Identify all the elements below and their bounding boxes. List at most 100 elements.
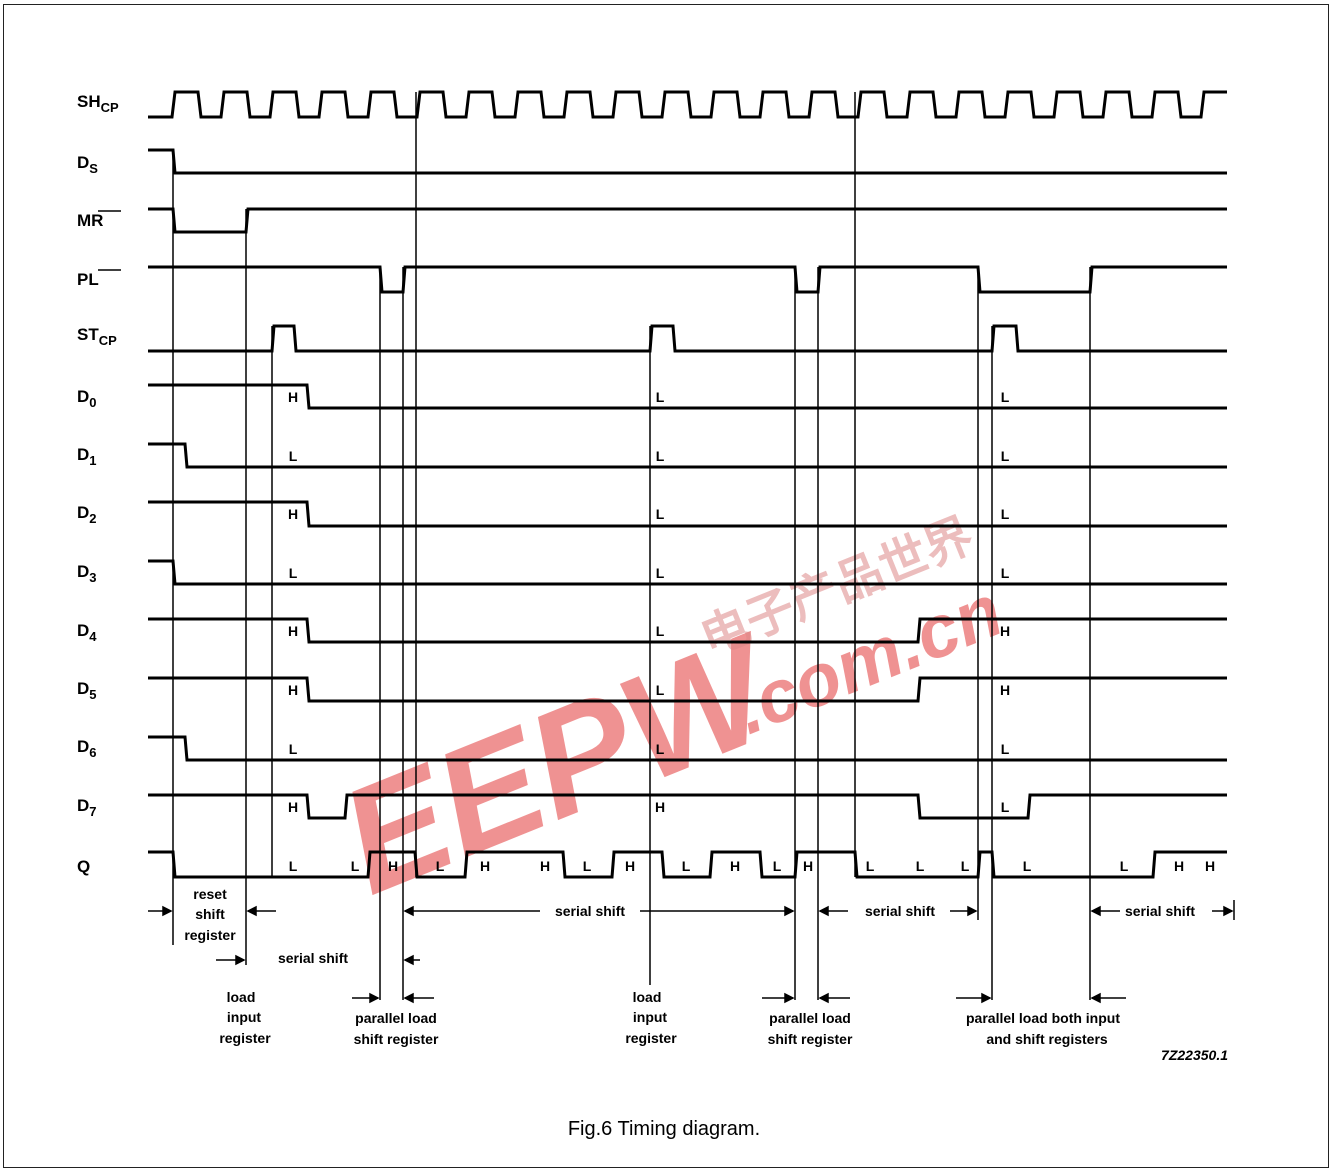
wave-q (148, 850, 1227, 879)
reset-label-3: register (184, 927, 236, 943)
load-input-1-a: load (227, 989, 256, 1005)
label-d6: D6 (77, 737, 97, 760)
wave-ds (148, 148, 1227, 175)
label-stcp: STCP (77, 325, 117, 348)
signal-labels: SHCP DS MR PL STCP D0 D1 D2 D3 D4 D5 D6 D7 Q (77, 92, 121, 876)
level-q-4: H (480, 858, 490, 874)
arrow-pl2-left-head (784, 992, 795, 1004)
level-d1-0: L (289, 448, 298, 464)
arrow-serial3-right-head (967, 905, 978, 917)
level-q-3: L (436, 858, 445, 874)
wave-stcp (148, 324, 1227, 353)
reset-label-1: reset (193, 886, 227, 902)
level-d1-2: L (1001, 448, 1010, 464)
label-d5: D5 (77, 679, 97, 702)
arrow-serial1-right-head (403, 954, 414, 966)
level-q-8: L (682, 858, 691, 874)
parallel-load-both-a: parallel load both input (966, 1010, 1120, 1026)
level-d3-1: L (656, 565, 665, 581)
parallel-load-2-a: parallel load (769, 1010, 851, 1026)
arrow-serial2-left-tip-head (403, 905, 414, 917)
serial-shift-label-4: serial shift (1125, 903, 1195, 919)
level-d2-2: L (1001, 506, 1010, 522)
label-d3: D3 (77, 562, 97, 585)
serial-shift-label-3: serial shift (865, 903, 935, 919)
arrow-reset-right-head (246, 905, 257, 917)
level-q-7: H (625, 858, 635, 874)
wave-d0 (148, 383, 1227, 410)
arrow-pl1-right-head (403, 992, 414, 1004)
wave-d1 (148, 442, 1227, 469)
parallel-load-both-b: and shift registers (986, 1031, 1108, 1047)
level-d6-1: L (656, 741, 665, 757)
level-d0-1: L (656, 389, 665, 405)
wave-shcp (148, 90, 1227, 119)
level-d5-1: L (656, 682, 665, 698)
level-q-13: L (916, 858, 925, 874)
level-q-16: L (1120, 858, 1129, 874)
level-d1-1: L (656, 448, 665, 464)
level-d5-0: H (288, 682, 298, 698)
level-q-5: H (540, 858, 550, 874)
level-q-9: H (730, 858, 740, 874)
level-d6-0: L (289, 741, 298, 757)
level-d3-2: L (1001, 565, 1010, 581)
label-q: Q (77, 857, 90, 876)
level-d2-1: L (656, 506, 665, 522)
arrow-serial3-left-head (818, 905, 829, 917)
label-shcp: SHCP (77, 92, 119, 115)
label-d1: D1 (77, 445, 97, 468)
level-q-12: L (866, 858, 875, 874)
level-d6-2: L (1001, 741, 1010, 757)
arrow-both-right-head (1090, 992, 1101, 1004)
arrow-load1-head (235, 954, 246, 966)
label-d4: D4 (77, 621, 97, 644)
reset-label-2: shift (195, 906, 225, 922)
parallel-load-2-b: shift register (768, 1031, 853, 1047)
level-d0-0: H (288, 389, 298, 405)
arrow-serial2-right-head (784, 905, 795, 917)
load-input-1-b: input (227, 1009, 262, 1025)
level-d4-2: H (1000, 623, 1010, 639)
label-ds: DS (77, 153, 98, 176)
arrow-serial4-right-head (1223, 905, 1234, 917)
level-q-17: H (1174, 858, 1184, 874)
level-q-18: H (1205, 858, 1215, 874)
wave-pl (148, 265, 1227, 294)
label-d2: D2 (77, 503, 97, 526)
load-input-2-b: input (633, 1009, 668, 1025)
level-q-0: L (289, 858, 298, 874)
level-q-11: H (803, 858, 813, 874)
annotations: reset shift register serial shift serial… (184, 886, 1228, 1063)
load-input-2-c: register (625, 1030, 677, 1046)
level-d7-2: L (1001, 799, 1010, 815)
wave-d4 (148, 617, 1227, 644)
figure-code: 7Z22350.1 (1161, 1047, 1228, 1063)
serial-shift-label-2: serial shift (555, 903, 625, 919)
level-q-2: H (388, 858, 398, 874)
wave-mr (148, 207, 1227, 234)
level-d4-1: L (656, 623, 665, 639)
wave-d6 (148, 735, 1227, 762)
level-q-6: L (583, 858, 592, 874)
level-d5-2: H (1000, 682, 1010, 698)
wave-d3 (148, 559, 1227, 586)
serial-shift-label-1: serial shift (278, 950, 348, 966)
label-pl: PL (77, 270, 99, 289)
arrow-pl2-right-head (818, 992, 829, 1004)
level-q-10: L (773, 858, 782, 874)
annotation-arrows (148, 905, 1234, 1004)
arrow-serial4-left-head (1090, 905, 1101, 917)
arrow-pl1-left-head (369, 992, 380, 1004)
wave-d7 (148, 793, 1227, 820)
waveforms (148, 90, 1227, 879)
parallel-load-1-a: parallel load (355, 1010, 437, 1026)
level-q-14: L (961, 858, 970, 874)
level-d0-2: L (1001, 389, 1010, 405)
figure-caption: Fig.6 Timing diagram. (568, 1118, 760, 1140)
level-labels: H L L L L L H L L L L L H L H H L H L L L H H L L L H L H H L H L H L H L L L L… (288, 389, 1215, 874)
level-d7-1: H (655, 799, 665, 815)
level-d7-0: H (288, 799, 298, 815)
level-q-1: L (351, 858, 360, 874)
